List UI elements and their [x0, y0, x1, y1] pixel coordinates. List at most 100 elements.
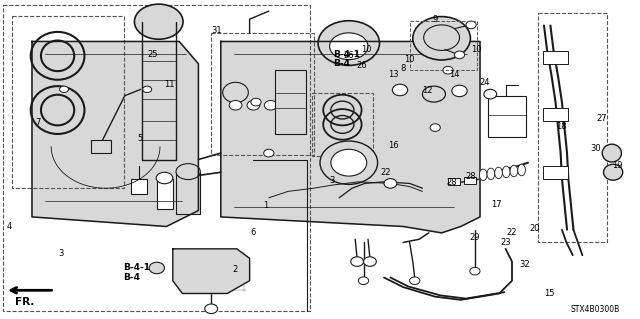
Ellipse shape [443, 66, 453, 74]
Bar [538, 13, 607, 242]
Bar [448, 178, 460, 185]
Ellipse shape [143, 86, 152, 93]
Text: 12: 12 [422, 86, 433, 95]
Bar [157, 179, 173, 209]
Text: 4: 4 [7, 222, 12, 231]
Text: 11: 11 [164, 80, 175, 89]
Ellipse shape [251, 98, 261, 106]
Text: FR.: FR. [15, 297, 34, 307]
Text: 15: 15 [544, 289, 554, 298]
Ellipse shape [134, 4, 183, 39]
Ellipse shape [205, 304, 218, 314]
Bar [211, 33, 314, 155]
Text: 16: 16 [388, 141, 398, 150]
Text: 9: 9 [433, 15, 438, 24]
Ellipse shape [176, 164, 200, 180]
Ellipse shape [495, 167, 502, 179]
Ellipse shape [518, 164, 525, 176]
Text: 30: 30 [590, 144, 600, 153]
Ellipse shape [510, 165, 518, 177]
Ellipse shape [351, 257, 364, 266]
Ellipse shape [384, 179, 397, 188]
Text: 25: 25 [147, 50, 157, 59]
Ellipse shape [264, 100, 277, 110]
Ellipse shape [413, 17, 470, 60]
Bar [3, 5, 310, 311]
Text: 22: 22 [380, 168, 390, 177]
Text: 5: 5 [137, 134, 142, 143]
Ellipse shape [318, 21, 380, 65]
Text: 10: 10 [404, 55, 415, 63]
Ellipse shape [484, 89, 497, 99]
Bar [410, 21, 477, 70]
Text: 32: 32 [520, 260, 530, 269]
Bar [488, 96, 526, 137]
Text: 7: 7 [36, 118, 41, 127]
Bar [543, 166, 568, 179]
Ellipse shape [229, 100, 242, 110]
Text: 23: 23 [500, 238, 511, 247]
Text: B-4-1: B-4-1 [333, 50, 360, 59]
Ellipse shape [430, 124, 440, 131]
Ellipse shape [466, 21, 476, 29]
Text: 26: 26 [344, 51, 354, 60]
Polygon shape [221, 41, 480, 233]
Ellipse shape [331, 149, 367, 176]
Text: 3: 3 [329, 176, 334, 185]
Text: 20: 20 [530, 224, 540, 233]
Ellipse shape [424, 25, 460, 50]
Text: 14: 14 [449, 70, 460, 79]
Text: 31: 31 [211, 26, 221, 35]
Bar [543, 51, 568, 64]
Ellipse shape [156, 172, 173, 184]
Ellipse shape [452, 85, 467, 97]
Ellipse shape [410, 277, 420, 285]
Bar [176, 172, 200, 214]
Bar [12, 16, 124, 188]
Text: B-4: B-4 [123, 273, 140, 282]
Polygon shape [32, 41, 198, 226]
Text: 17: 17 [492, 200, 502, 209]
Text: 24: 24 [480, 78, 490, 87]
Ellipse shape [502, 166, 510, 178]
Ellipse shape [247, 100, 260, 110]
Ellipse shape [364, 257, 376, 266]
Ellipse shape [479, 169, 487, 181]
Text: 6: 6 [250, 228, 255, 237]
Ellipse shape [604, 164, 623, 180]
Ellipse shape [149, 262, 164, 274]
Text: B-4: B-4 [333, 59, 350, 68]
Ellipse shape [602, 144, 621, 162]
Text: 3: 3 [58, 249, 63, 258]
Ellipse shape [358, 277, 369, 285]
Text: 2: 2 [232, 265, 237, 274]
Ellipse shape [320, 141, 378, 184]
Ellipse shape [60, 86, 68, 93]
Ellipse shape [470, 267, 480, 275]
Text: 10: 10 [361, 45, 371, 54]
Bar [131, 179, 147, 194]
Text: 10: 10 [472, 45, 482, 54]
Bar [312, 93, 373, 156]
Text: 28: 28 [465, 172, 476, 181]
Text: 1: 1 [263, 201, 268, 210]
Bar [275, 70, 306, 134]
Ellipse shape [454, 51, 465, 59]
Text: 19: 19 [612, 161, 623, 170]
Text: 18: 18 [556, 122, 566, 130]
Ellipse shape [264, 149, 274, 157]
Text: 8: 8 [401, 64, 406, 73]
Text: 27: 27 [596, 114, 607, 122]
Text: 22: 22 [507, 228, 517, 237]
Text: 28: 28 [447, 178, 457, 187]
Ellipse shape [223, 82, 248, 103]
Text: 29: 29 [470, 233, 480, 242]
Polygon shape [173, 249, 250, 293]
Bar [543, 108, 568, 121]
Bar [91, 140, 111, 153]
Bar [464, 177, 476, 184]
Ellipse shape [330, 33, 368, 60]
Text: B-4-1: B-4-1 [123, 263, 150, 272]
Ellipse shape [487, 168, 495, 180]
Ellipse shape [392, 84, 408, 96]
